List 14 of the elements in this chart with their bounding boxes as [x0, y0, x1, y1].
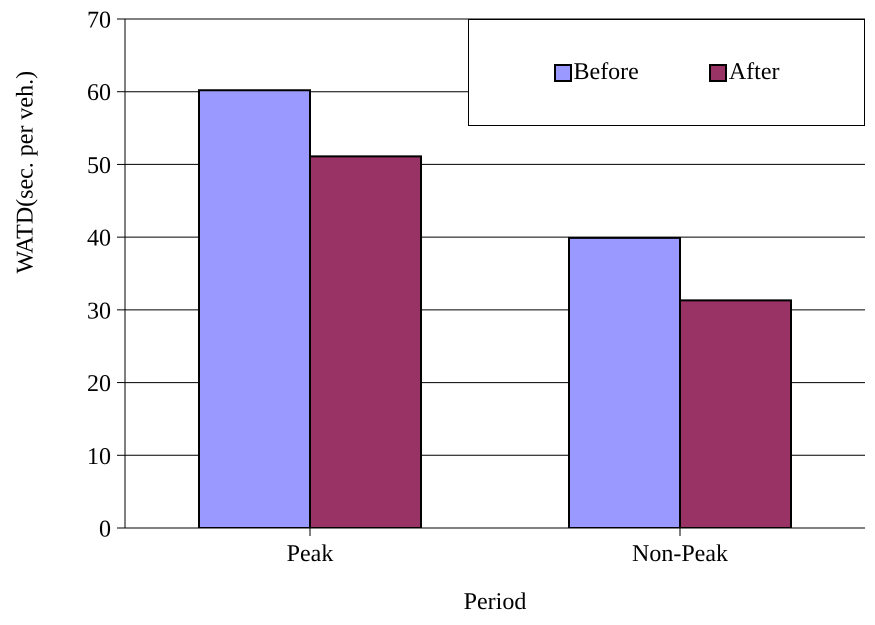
y-tick-label: 0 — [99, 516, 111, 543]
legend-label: Before — [572, 59, 639, 86]
y-tick-label: 70 — [87, 8, 111, 34]
x-axis-title: Period — [464, 589, 526, 615]
y-tick-label: 10 — [87, 444, 111, 470]
y-tick-label: 40 — [87, 226, 111, 252]
y-tick-label: 30 — [87, 298, 111, 324]
x-tick-label: Non-Peak — [632, 541, 728, 568]
y-tick-label: 20 — [87, 371, 111, 398]
legend-label: After — [728, 59, 780, 86]
x-tick-label: Peak — [286, 541, 334, 568]
y-tick-label: 60 — [87, 80, 111, 106]
y-tick-label: 50 — [87, 152, 111, 179]
y-axis-title: WATD(sec. per veh.) — [12, 70, 39, 274]
